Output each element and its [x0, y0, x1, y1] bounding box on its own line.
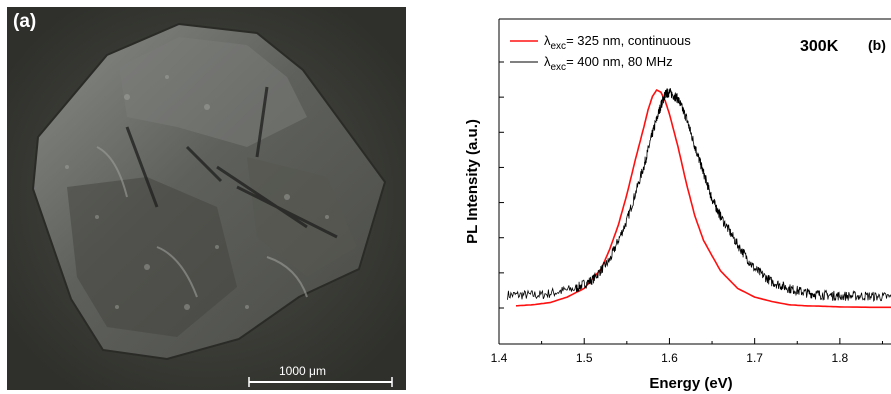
- series-line-1: [507, 88, 891, 302]
- x-tick-label-1: 1.5: [576, 351, 593, 365]
- legend-label-1: λexc= 400 nm, 80 MHz: [544, 54, 673, 73]
- scale-bar-label: 1000 μm: [279, 364, 326, 378]
- temperature-label: 300K: [800, 38, 839, 55]
- x-axis-label: Energy (eV): [649, 375, 732, 392]
- crystal-micrograph: [7, 7, 406, 390]
- series-line-0: [515, 88, 891, 309]
- legend-label-0: λexc= 325 nm, continuous: [544, 33, 691, 52]
- micrograph-panel: (a) 1000 μm: [7, 7, 406, 390]
- x-tick-label-4: 1.8: [832, 351, 849, 365]
- x-tick-label-2: 1.6: [661, 351, 678, 365]
- panel-a-label: (a): [13, 11, 37, 32]
- x-tick-label-0: 1.4: [491, 351, 508, 365]
- x-tick-label-3: 1.7: [746, 351, 763, 365]
- panel-b-label: (b): [868, 37, 886, 53]
- y-axis-label: PL Intensity (a.u.): [464, 119, 481, 244]
- surface-texture: [65, 75, 329, 310]
